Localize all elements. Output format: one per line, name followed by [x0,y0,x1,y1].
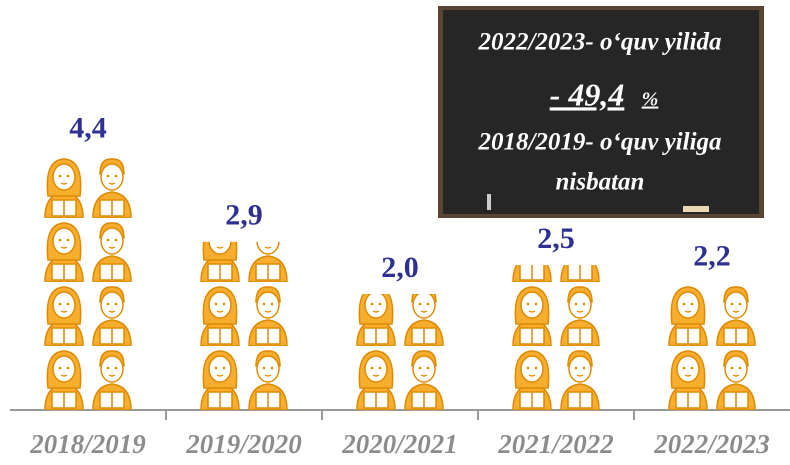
bar [40,154,136,410]
eraser [487,194,491,210]
x-tick-label: 2018/2019 [29,429,146,459]
board-number: - 49,4 [550,76,625,112]
board-line: 2022/2023- o‘quv yilida [477,29,721,56]
value-label: 2,0 [381,251,419,284]
x-tick-label: 2022/2023 [653,429,770,459]
x-tick-label: 2020/2021 [341,429,458,459]
chalkboard: 2022/2023- o‘quv yilida - 49,4 % 2018/20… [438,6,764,218]
board-unit: % [642,89,659,111]
value-label: 4,4 [69,112,107,145]
x-tick-label: 2021/2022 [497,429,614,459]
board-line: 2018/2019- o‘quv yiliga [477,129,721,156]
bar [508,265,604,410]
x-tick-label: 2019/2020 [185,429,302,459]
board-line: nisbatan [556,169,645,196]
bar [352,294,448,410]
value-label: 2,9 [225,199,263,232]
board-surface [443,10,759,214]
bar [196,241,292,410]
value-label: 2,5 [537,222,575,255]
chalk [683,206,709,212]
bar [664,282,760,410]
value-label: 2,2 [693,239,731,272]
